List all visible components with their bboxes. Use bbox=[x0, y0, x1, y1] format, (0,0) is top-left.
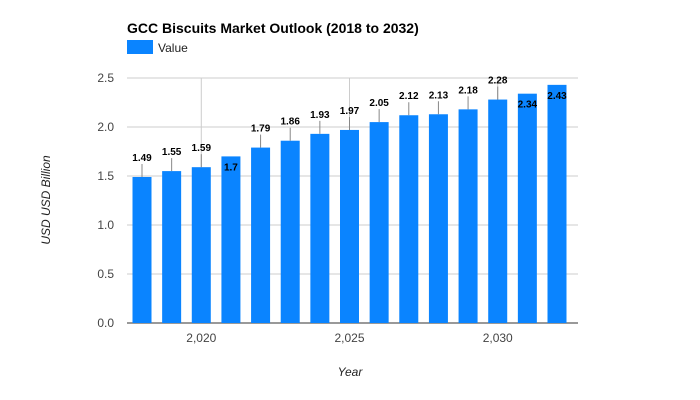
bar[interactable] bbox=[428, 114, 448, 323]
y-tick-label: 2.0 bbox=[97, 120, 114, 134]
data-label: 1.79 bbox=[251, 124, 271, 135]
bar[interactable] bbox=[399, 115, 419, 324]
bar[interactable] bbox=[547, 84, 567, 323]
x-tick-label: 2,020 bbox=[186, 331, 216, 345]
data-label: 2.34 bbox=[518, 100, 538, 111]
bar[interactable] bbox=[340, 129, 359, 323]
data-label: 2.28 bbox=[488, 76, 508, 87]
data-label: 2.18 bbox=[458, 85, 478, 96]
bar[interactable] bbox=[517, 93, 537, 324]
data-label: 2.05 bbox=[369, 98, 389, 109]
bar[interactable] bbox=[488, 99, 508, 323]
y-tick-label: 1.5 bbox=[97, 169, 114, 183]
y-axis-title: USD USD Billion bbox=[39, 155, 53, 245]
data-label: 1.7 bbox=[224, 162, 238, 173]
y-tick-label: 2.5 bbox=[97, 71, 114, 85]
bar[interactable] bbox=[132, 176, 152, 323]
data-label: 1.97 bbox=[340, 106, 360, 117]
y-tick-label: 0.0 bbox=[97, 316, 114, 330]
data-label: 1.86 bbox=[280, 117, 300, 128]
bar[interactable] bbox=[458, 109, 478, 323]
bar[interactable] bbox=[280, 140, 300, 323]
legend-label-value: Value bbox=[158, 41, 188, 55]
legend-swatch-value bbox=[127, 40, 153, 54]
data-labels: 1.49 1.55 1.59 1.7 1.79 1.86 1.93 1.97 2.05 2.12 2… bbox=[132, 76, 567, 177]
y-axis-ticks: 0.0 0.5 1.0 1.5 2.0 2.5 bbox=[97, 71, 114, 330]
legend[interactable]: Value bbox=[127, 40, 188, 55]
bar[interactable] bbox=[191, 167, 211, 323]
chart-title: GCC Biscuits Market Outlook (2018 to 203… bbox=[127, 20, 419, 36]
bar[interactable] bbox=[221, 156, 241, 323]
data-label: 2.43 bbox=[547, 91, 567, 102]
data-label: 2.12 bbox=[399, 91, 419, 102]
x-tick-label: 2,025 bbox=[334, 331, 364, 345]
bar[interactable] bbox=[310, 133, 330, 323]
bar[interactable] bbox=[162, 171, 182, 323]
data-label: 1.49 bbox=[132, 153, 152, 164]
bar[interactable] bbox=[369, 122, 389, 323]
y-tick-label: 0.5 bbox=[97, 267, 114, 281]
data-label: 1.59 bbox=[192, 143, 212, 154]
y-tick-label: 1.0 bbox=[97, 218, 114, 232]
x-axis-ticks: 2,020 2,025 2,030 bbox=[186, 331, 513, 345]
data-label: 1.93 bbox=[310, 110, 330, 121]
data-label: 1.55 bbox=[162, 147, 182, 158]
x-axis-title: Year bbox=[338, 365, 364, 379]
bars bbox=[132, 84, 567, 324]
data-label: 2.13 bbox=[429, 90, 449, 101]
bar[interactable] bbox=[251, 147, 271, 323]
x-tick-label: 2,030 bbox=[483, 331, 513, 345]
